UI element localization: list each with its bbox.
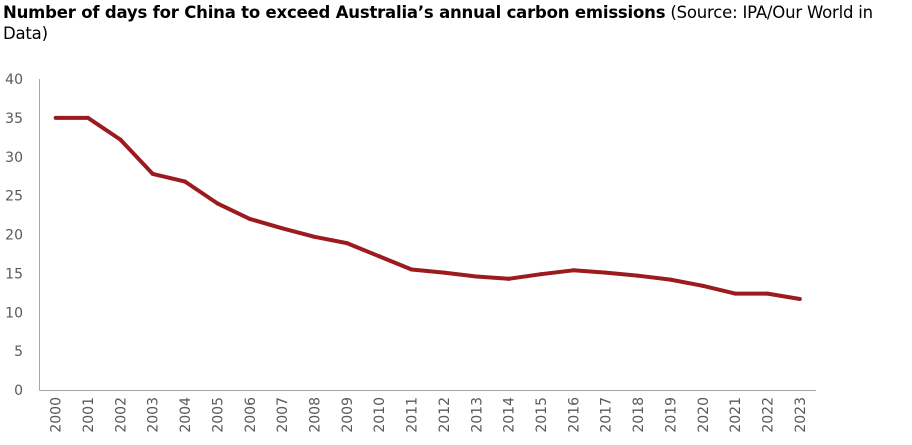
x-tick-label: 2008 (308, 397, 324, 433)
x-tick-label: 2019 (663, 397, 679, 433)
data-point-2017 (603, 270, 608, 275)
data-point-2008 (312, 234, 317, 239)
y-tick-label: 15 (5, 266, 23, 282)
data-point-2010 (377, 254, 382, 259)
data-point-2001 (86, 115, 91, 120)
data-point-2013 (474, 274, 479, 279)
x-tick-label: 2023 (793, 397, 809, 433)
x-tick-label: 2002 (113, 397, 129, 433)
y-tick-label: 10 (5, 305, 23, 321)
data-point-2016 (571, 268, 576, 273)
x-tick-label: 2018 (631, 397, 647, 433)
chart-source: (Source: IPA/Our World in Data) (3, 3, 873, 43)
x-tick-label: 2012 (437, 397, 453, 433)
data-point-2002 (118, 137, 123, 142)
y-tick-label: 35 (5, 111, 23, 127)
y-tick-label: 0 (14, 383, 23, 399)
data-point-2005 (215, 201, 220, 206)
x-tick-label: 2011 (405, 397, 421, 433)
chart-title: Number of days for China to exceed Austr… (3, 2, 912, 44)
x-tick-label: 2005 (210, 397, 226, 433)
x-tick-label: 2014 (502, 397, 518, 433)
x-tick-label: 2017 (599, 397, 615, 433)
x-tick-label: 2013 (469, 397, 485, 433)
x-axis-ticks: 2000 2001 2002 2003 2004 2005 2006 2007 2008 2009… (49, 397, 809, 433)
data-point-2011 (409, 267, 414, 272)
x-tick-label: 2020 (696, 397, 712, 433)
x-tick-label: 2001 (81, 397, 97, 433)
y-tick-label: 20 (5, 228, 23, 244)
x-tick-label: 2010 (372, 397, 388, 433)
x-tick-label: 2003 (146, 397, 162, 433)
data-point-2004 (183, 179, 188, 184)
data-point-2009 (344, 241, 349, 246)
data-point-2015 (538, 272, 543, 277)
x-tick-label: 2022 (760, 397, 776, 433)
x-tick-label: 2015 (534, 397, 550, 433)
data-point-2019 (668, 277, 673, 282)
y-tick-label: 5 (14, 344, 23, 360)
data-point-2021 (733, 291, 738, 296)
y-tick-label: 25 (5, 189, 23, 205)
data-point-2006 (247, 216, 252, 221)
x-tick-label: 2007 (275, 397, 291, 433)
data-point-2003 (150, 171, 155, 176)
x-tick-label: 2004 (178, 397, 194, 433)
x-tick-label: 2006 (243, 397, 259, 433)
y-tick-label: 40 (5, 72, 23, 88)
x-tick-label: 2016 (566, 397, 582, 433)
series-line (55, 115, 801, 301)
x-tick-label: 2009 (340, 397, 356, 433)
data-point-2018 (636, 273, 641, 278)
data-point-2000 (53, 115, 58, 120)
data-point-2022 (765, 291, 770, 296)
data-point-2012 (441, 270, 446, 275)
data-point-2020 (700, 283, 705, 288)
y-tick-label: 30 (5, 150, 23, 166)
data-point-2007 (280, 226, 285, 231)
x-tick-label: 2000 (49, 397, 65, 433)
chart-title-main: Number of days for China to exceed Austr… (3, 3, 666, 22)
x-tick-label: 2021 (728, 397, 744, 433)
data-point-2023 (797, 297, 802, 302)
y-axis-ticks: 0 5 10 15 20 25 30 35 40 (5, 72, 23, 399)
data-point-2014 (506, 276, 511, 281)
